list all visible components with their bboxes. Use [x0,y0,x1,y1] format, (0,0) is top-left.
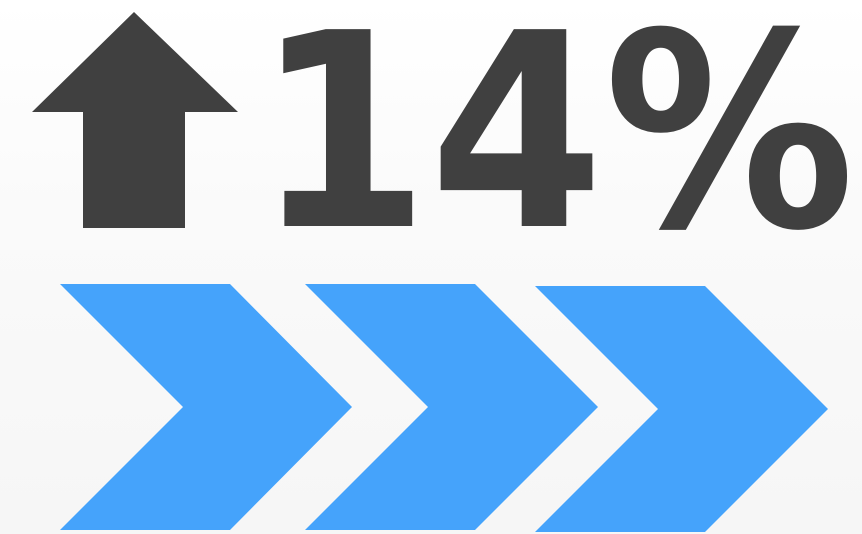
chevron-right-icon [60,284,352,530]
arrow-up-icon [32,12,238,228]
chevron-right-icon [305,284,598,530]
stat-value: 14% [255,0,855,290]
chevron-right-icon [535,286,828,532]
